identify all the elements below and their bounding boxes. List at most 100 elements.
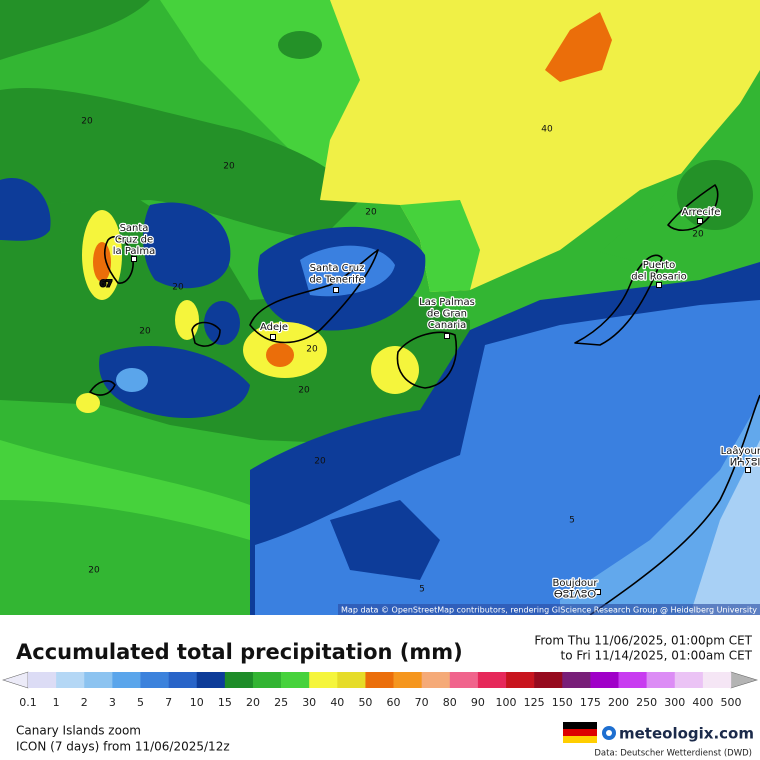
legend-swatch bbox=[112, 672, 141, 688]
field bbox=[175, 300, 199, 340]
city-marker bbox=[270, 334, 276, 340]
field bbox=[371, 346, 419, 394]
legend-tick-label: 125 bbox=[524, 696, 545, 709]
legend-swatch bbox=[28, 672, 57, 688]
legend-swatch bbox=[168, 672, 198, 688]
city-label: ⵍⵄⵢⵓⵏ bbox=[730, 458, 760, 469]
legend-swatch bbox=[534, 672, 563, 688]
legend-swatch bbox=[140, 672, 169, 688]
legend-tick-label: 5 bbox=[137, 696, 144, 709]
contour-label: 20 bbox=[306, 345, 318, 355]
field bbox=[266, 343, 294, 367]
city-label: de Gran bbox=[427, 309, 467, 320]
coastline bbox=[574, 254, 663, 346]
legend-swatch bbox=[421, 672, 451, 688]
legend-swatch bbox=[646, 672, 676, 688]
legend-tick-label: 70 bbox=[415, 696, 429, 709]
legend-tick-label: 200 bbox=[608, 696, 629, 709]
flag bbox=[563, 722, 597, 743]
legend-tick-label: 3 bbox=[109, 696, 116, 709]
field bbox=[0, 440, 250, 540]
attribution: Map data © OpenStreetMap contributors, r… bbox=[341, 606, 757, 615]
field bbox=[0, 178, 51, 241]
city-label: Las Palmas bbox=[419, 297, 475, 308]
brand[interactable]: meteologix.com bbox=[619, 725, 754, 743]
legend-tick-label: 2 bbox=[81, 696, 88, 709]
legend-tick-label: 40 bbox=[330, 696, 344, 709]
field bbox=[204, 301, 240, 345]
field bbox=[116, 368, 148, 392]
field bbox=[0, 0, 150, 60]
city-label: Laâyoune bbox=[721, 445, 760, 457]
legend-tick-label: 175 bbox=[580, 696, 601, 709]
city-label: Canaria bbox=[428, 320, 467, 331]
city-marker bbox=[333, 287, 339, 293]
contour-label: 40 bbox=[541, 125, 553, 135]
city-label: de Tenerife bbox=[309, 275, 364, 286]
coastline bbox=[89, 380, 116, 396]
coastline bbox=[396, 331, 457, 389]
city-label: Santa Cruz bbox=[310, 263, 365, 274]
legend-tick-label: 300 bbox=[664, 696, 685, 709]
field bbox=[545, 12, 612, 82]
contour-label: 5 bbox=[569, 516, 575, 526]
city-marker bbox=[745, 467, 751, 473]
legend-tick-label: 30 bbox=[302, 696, 316, 709]
city-label: Boujdour bbox=[552, 578, 598, 589]
legend-swatch bbox=[477, 672, 507, 688]
legend-swatch bbox=[449, 672, 479, 688]
legend-swatch bbox=[337, 672, 366, 688]
city-label: Adeje bbox=[260, 322, 288, 333]
legend-swatch bbox=[674, 672, 704, 688]
attribution-bg bbox=[338, 604, 760, 615]
legend-swatch bbox=[618, 672, 647, 688]
legend-tick-label: 20 bbox=[246, 696, 260, 709]
city-label: Cruz de bbox=[115, 235, 153, 246]
field bbox=[99, 346, 251, 418]
city-marker bbox=[444, 333, 450, 339]
coastline bbox=[103, 236, 134, 284]
legend-swatch bbox=[56, 672, 85, 688]
coastline bbox=[589, 394, 760, 615]
legend-swatch bbox=[393, 672, 422, 688]
city-marker bbox=[131, 256, 137, 262]
contour-label: 20 bbox=[88, 566, 100, 576]
legend-swatch bbox=[196, 672, 226, 688]
legend-tick-label: 1 bbox=[53, 696, 60, 709]
legend-tick-label: 60 bbox=[387, 696, 401, 709]
flag-stripe bbox=[563, 722, 597, 729]
legend-tick-label: 0.1 bbox=[19, 696, 37, 709]
legend-swatch bbox=[309, 672, 338, 688]
city-label: del Rosario bbox=[631, 272, 686, 283]
title: Accumulated total precipitation (mm) bbox=[16, 640, 463, 664]
map: Map data © OpenStreetMap contributors, r… bbox=[0, 0, 760, 615]
coastline bbox=[191, 321, 221, 347]
field bbox=[76, 393, 100, 413]
source: Data: Deutscher Wetterdienst (DWD) bbox=[594, 749, 752, 759]
field bbox=[300, 245, 395, 297]
city-label: Santa bbox=[120, 223, 149, 234]
legend-tick-label: 80 bbox=[443, 696, 457, 709]
legend-swatch bbox=[506, 672, 535, 688]
legend-tick-label: 250 bbox=[636, 696, 657, 709]
contour-label: 20 bbox=[314, 457, 326, 467]
field bbox=[677, 160, 753, 230]
flag-stripe bbox=[563, 729, 597, 736]
region: Canary Islands zoom bbox=[16, 724, 141, 738]
contour-label: 20 bbox=[298, 386, 310, 396]
city-label: ⴱⵓⵊⴷⵓⵔ bbox=[554, 590, 596, 601]
city-marker bbox=[697, 218, 703, 224]
field bbox=[0, 88, 360, 240]
legend-swatch bbox=[562, 672, 591, 688]
city-label: Puerto bbox=[643, 260, 676, 271]
legend-swatch bbox=[281, 672, 310, 688]
contour-label: 20 bbox=[365, 208, 377, 218]
model: ICON (7 days) from 11/06/2025/12z bbox=[16, 740, 230, 754]
city-label: la Palma bbox=[113, 246, 155, 257]
legend-swatch bbox=[702, 672, 732, 688]
legend-swatch bbox=[365, 672, 394, 688]
legend: 0.1 1 2 3 5 7 10 15 20 25 30 40 50 60 70 80 90 100 125 150 1… bbox=[2, 671, 759, 709]
